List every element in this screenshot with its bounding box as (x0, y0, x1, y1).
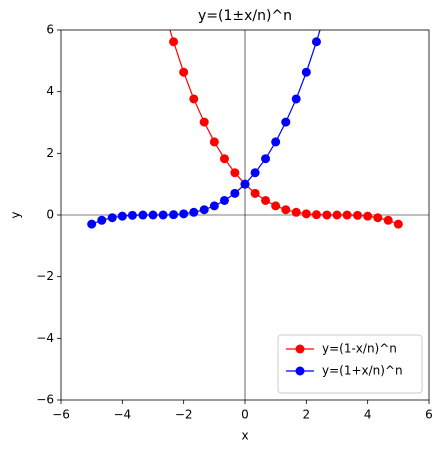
marker (250, 168, 260, 178)
marker (87, 219, 97, 229)
legend-label: y=(1-x/n)^n (322, 342, 397, 356)
y-tick-label: 0 (46, 208, 54, 222)
marker (219, 154, 229, 164)
x-tick-label: 4 (364, 408, 372, 422)
x-tick-label: 0 (241, 408, 249, 422)
marker (322, 3, 331, 12)
marker (301, 209, 311, 219)
marker (97, 215, 107, 225)
x-tick-label: −6 (52, 408, 70, 422)
marker (219, 195, 229, 205)
marker (373, 213, 383, 223)
y-tick-label: 2 (46, 146, 54, 160)
x-tick-label: −2 (175, 408, 193, 422)
y-tick-label: 6 (46, 23, 54, 37)
marker (301, 67, 311, 77)
marker (281, 205, 291, 215)
marker (189, 207, 199, 217)
x-tick-label: −4 (113, 408, 131, 422)
legend-label: y=(1+x/n)^n (322, 364, 403, 378)
legend-marker (295, 366, 305, 376)
marker (291, 207, 301, 217)
marker (311, 210, 321, 220)
marker (342, 210, 352, 220)
marker (261, 195, 271, 205)
marker (169, 210, 179, 220)
marker (148, 210, 158, 220)
y-tick-label: −6 (36, 393, 54, 407)
plot-area (61, 3, 429, 400)
marker (271, 137, 281, 147)
marker (127, 210, 137, 220)
marker (179, 67, 189, 77)
legend-marker (295, 344, 305, 354)
y-axis-label: y (9, 211, 23, 218)
marker (230, 168, 240, 178)
marker (189, 94, 199, 104)
marker (240, 179, 250, 189)
marker (199, 205, 209, 215)
marker (199, 117, 209, 127)
marker (138, 210, 148, 220)
marker (261, 154, 271, 164)
marker (159, 3, 168, 12)
marker (250, 188, 260, 198)
marker (322, 210, 332, 220)
y-tick-label: −4 (36, 331, 54, 345)
marker (383, 215, 393, 225)
marker (169, 37, 179, 47)
x-axis-label: x (241, 429, 248, 443)
marker (107, 213, 117, 223)
x-tick-label: 2 (303, 408, 311, 422)
marker (281, 117, 291, 127)
x-tick-label: 6 (425, 408, 433, 422)
marker (179, 209, 189, 219)
chart-title: y=(1±x/n)^n (198, 8, 292, 24)
marker (230, 188, 240, 198)
y-tick-label: 4 (46, 84, 54, 98)
marker (271, 201, 281, 211)
marker (311, 37, 321, 47)
marker (209, 137, 219, 147)
marker (353, 210, 363, 220)
marker (363, 211, 373, 221)
marker (117, 211, 127, 221)
marker (332, 210, 342, 220)
marker (393, 219, 403, 229)
marker (158, 210, 168, 220)
marker (209, 201, 219, 211)
marker (291, 94, 301, 104)
y-tick-label: −2 (36, 269, 54, 283)
